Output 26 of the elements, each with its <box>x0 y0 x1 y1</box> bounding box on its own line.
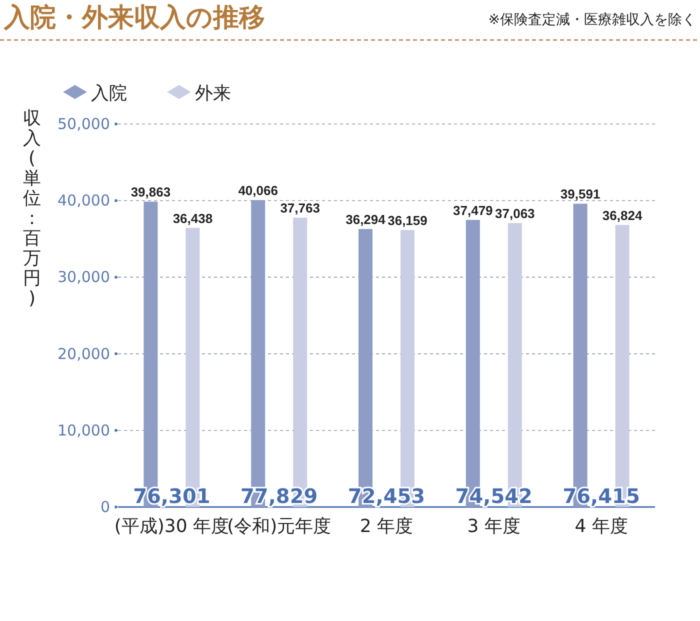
chart-subtitle: ※保険査定減・医療雑収入を除く <box>488 12 696 28</box>
x-tick-label: 2 年度 <box>360 516 414 537</box>
data-label: 39,591 <box>560 186 600 202</box>
y-tick-label: 0 <box>100 498 110 516</box>
data-label: 39,863 <box>130 184 171 200</box>
x-tick-label: (平成)30 年度 <box>114 516 230 537</box>
y-tick-label: 30,000 <box>58 268 110 286</box>
x-tick-label: 3 年度 <box>467 516 520 537</box>
data-label: 36,159 <box>388 213 428 228</box>
y-tick-label: 10,000 <box>58 421 110 440</box>
data-label: 40,066 <box>238 183 278 198</box>
y-tick-label: 20,000 <box>58 344 110 363</box>
data-label: 37,479 <box>453 202 493 218</box>
y-tick-label: 50,000 <box>58 115 110 133</box>
data-label: 36,294 <box>346 212 386 227</box>
x-tick-label: 4 年度 <box>574 516 628 537</box>
data-label: 37,063 <box>495 206 535 222</box>
y-tick-label: 40,000 <box>58 192 110 210</box>
data-label: 36,824 <box>602 208 643 223</box>
legend-label: 外来 <box>195 83 231 104</box>
chart-title: 入院・外来収入の推移 <box>3 3 265 33</box>
text: 収入(単位：百万円) <box>23 108 41 309</box>
data-label: 37,763 <box>280 200 320 216</box>
legend-label: 入院 <box>91 83 127 104</box>
data-label: 36,438 <box>172 210 213 226</box>
x-tick-label: (令和)元年度 <box>227 516 332 537</box>
